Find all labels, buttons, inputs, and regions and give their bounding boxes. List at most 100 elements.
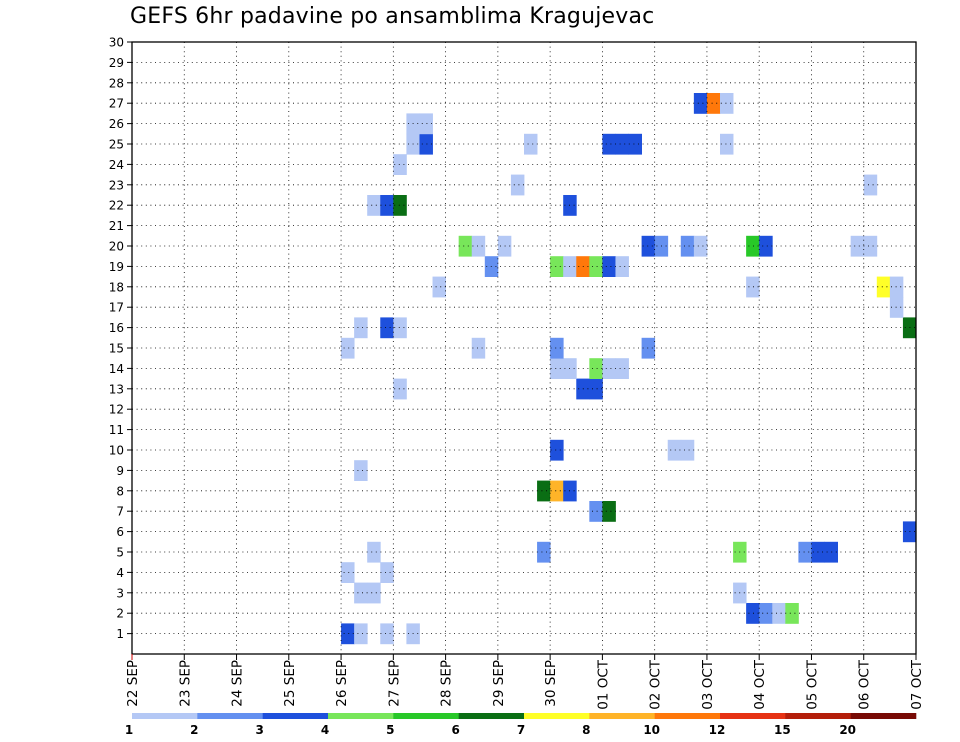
precip-cell bbox=[550, 480, 564, 502]
precip-cell bbox=[367, 541, 381, 563]
precip-cell bbox=[615, 133, 629, 155]
precip-cell bbox=[510, 174, 525, 196]
legend-label: 15 bbox=[774, 723, 791, 737]
legend-label: 6 bbox=[451, 723, 459, 737]
legend-swatch bbox=[458, 713, 525, 719]
precip-cell bbox=[889, 297, 904, 318]
precip-cell bbox=[380, 562, 394, 583]
x-tick-label: 04 OCT bbox=[752, 659, 768, 710]
precip-cell bbox=[720, 93, 734, 114]
precip-cell bbox=[354, 460, 368, 481]
x-tick-label: 24 SEP bbox=[230, 660, 246, 707]
x-tick-label: 22 SEP bbox=[125, 660, 141, 707]
legend-swatch bbox=[720, 713, 786, 719]
precip-cell bbox=[380, 623, 394, 645]
x-tick-label: 06 OCT bbox=[857, 659, 873, 710]
precip-cell bbox=[393, 378, 407, 400]
precip-cell bbox=[706, 93, 721, 114]
y-axis: 1234567891011121314151617181920212223242… bbox=[109, 36, 132, 641]
legend-swatch bbox=[393, 713, 459, 719]
precip-cell bbox=[693, 93, 708, 114]
y-tick-label: 26 bbox=[109, 117, 124, 131]
precip-cell bbox=[524, 133, 538, 155]
legend-swatch bbox=[524, 713, 590, 719]
y-tick-label: 25 bbox=[109, 138, 124, 152]
precip-cell bbox=[550, 337, 564, 359]
precip-cell bbox=[471, 337, 486, 359]
x-axis: 22 SEP 23 SEP 24 SEP 25 SEP 26 SEP 27 SEP 28 S… bbox=[125, 654, 925, 710]
legend-swatch bbox=[785, 713, 851, 719]
x-tick-label: 26 SEP bbox=[334, 660, 350, 707]
precip-cell bbox=[746, 603, 760, 624]
color-legend: 1 2 3 4 5 6 7 8 10 12 15 20 bbox=[125, 713, 917, 737]
precip-cell bbox=[589, 501, 603, 522]
y-tick-label: 1 bbox=[116, 627, 124, 641]
y-tick-label: 14 bbox=[109, 362, 124, 376]
precip-cell bbox=[772, 603, 786, 624]
legend-swatch bbox=[132, 713, 198, 719]
x-tick-label: 02 OCT bbox=[648, 659, 664, 710]
precip-cell bbox=[746, 235, 760, 257]
precip-cell bbox=[537, 541, 551, 563]
y-tick-label: 30 bbox=[109, 36, 124, 50]
precip-cell bbox=[720, 133, 734, 155]
y-tick-label: 10 bbox=[109, 444, 124, 458]
legend-label: 1 bbox=[125, 723, 133, 737]
grid-lines bbox=[132, 41, 916, 654]
precip-cell bbox=[354, 582, 368, 604]
x-tick-label: 28 SEP bbox=[439, 660, 455, 707]
precip-cell bbox=[341, 337, 355, 359]
precip-cell bbox=[341, 562, 355, 583]
y-tick-label: 8 bbox=[116, 484, 124, 498]
y-tick-label: 17 bbox=[109, 301, 124, 315]
precip-cell bbox=[863, 174, 878, 196]
precip-cell bbox=[380, 195, 394, 216]
precip-cell bbox=[367, 195, 381, 216]
precip-cell bbox=[602, 256, 616, 277]
x-tick-label: 01 OCT bbox=[595, 659, 611, 710]
y-tick-label: 22 bbox=[109, 199, 124, 213]
legend-label: 3 bbox=[255, 723, 263, 737]
precip-cell bbox=[667, 439, 682, 461]
legend-swatch bbox=[850, 713, 917, 719]
x-tick-label: 23 SEP bbox=[177, 660, 193, 707]
y-tick-label: 11 bbox=[109, 423, 124, 437]
precip-cell bbox=[641, 235, 656, 257]
precip-cell bbox=[341, 623, 355, 645]
legend-label: 8 bbox=[582, 723, 590, 737]
legend-swatch bbox=[654, 713, 721, 719]
precip-cell bbox=[615, 358, 629, 379]
y-tick-label: 9 bbox=[116, 464, 124, 478]
precip-cell bbox=[393, 195, 407, 216]
y-tick-label: 15 bbox=[109, 342, 124, 356]
precip-cell bbox=[759, 235, 773, 257]
precip-cell bbox=[680, 439, 695, 461]
y-tick-label: 5 bbox=[116, 546, 124, 560]
precip-cell bbox=[550, 358, 564, 379]
precip-cell bbox=[785, 603, 799, 624]
chart-title: GEFS 6hr padavine po ansamblima Kragujev… bbox=[130, 4, 655, 29]
y-tick-label: 7 bbox=[116, 505, 124, 519]
precip-cell bbox=[471, 235, 486, 257]
precip-cell bbox=[680, 235, 695, 257]
precip-cell bbox=[876, 276, 891, 298]
y-tick-label: 27 bbox=[109, 97, 124, 111]
precip-cell bbox=[602, 501, 616, 522]
precip-cell bbox=[537, 480, 551, 502]
precip-cell bbox=[889, 276, 904, 298]
precip-cell bbox=[589, 358, 603, 379]
precip-cell bbox=[641, 337, 656, 359]
precip-cell bbox=[354, 623, 368, 645]
precip-cell bbox=[615, 256, 629, 277]
legend-label: 7 bbox=[517, 723, 525, 737]
x-tick-label: 30 SEP bbox=[543, 660, 559, 707]
precip-cell bbox=[419, 133, 433, 155]
y-tick-label: 19 bbox=[109, 260, 124, 274]
legend-label: 20 bbox=[839, 723, 856, 737]
precip-cell bbox=[589, 378, 603, 400]
precip-cell bbox=[602, 358, 616, 379]
precip-cell bbox=[432, 276, 446, 298]
precip-cell bbox=[602, 133, 616, 155]
precip-cell bbox=[863, 235, 878, 257]
